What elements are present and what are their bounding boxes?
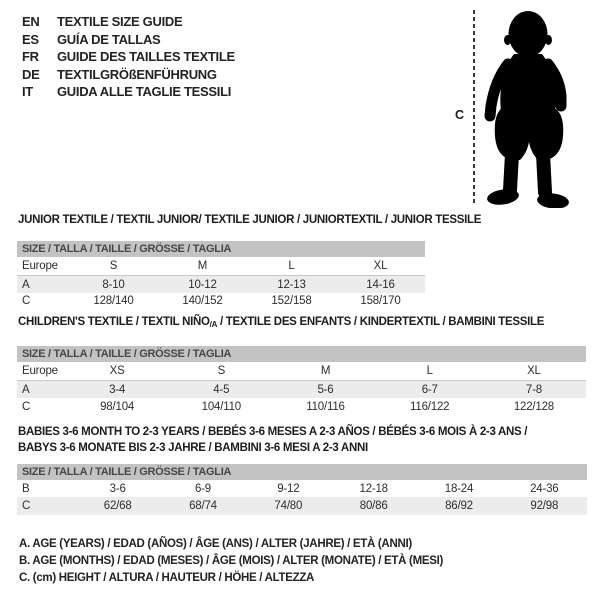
table-row: C 62/68 68/74 74/80 80/86 86/92 92/98	[17, 497, 587, 515]
table-cell: 80/86	[359, 500, 388, 512]
language-row-fr: FR GUIDE DES TAILLES TEXTILE	[22, 48, 235, 66]
row-label: C	[22, 401, 31, 413]
measurement-legend: A. AGE (YEARS) / EDAD (AÑOS) / ÂGE (ANS)…	[19, 536, 443, 587]
table-cell: 12-18	[359, 482, 388, 495]
table-cell: 3-4	[109, 383, 126, 396]
table-cell: 158/170	[360, 295, 401, 307]
table-row: A 3-4 4-5 5-6 6-7 7-8	[17, 381, 586, 398]
table-row: B 3-6 6-9 9-12 12-18 18-24 24-36	[17, 480, 587, 497]
language-code: DE	[22, 66, 40, 82]
table-cell: 12-13	[277, 278, 306, 291]
column-header: Europe	[22, 365, 58, 377]
size-header-bar: SIZE / TALLA / TAILLE / GRÖSSE / TAGLIA	[17, 464, 587, 480]
baby-silhouette-icon	[484, 11, 569, 208]
row-label: A	[22, 383, 30, 396]
table-cell: 7-8	[525, 383, 542, 396]
size-header-bar: SIZE / TALLA / TAILLE / GRÖSSE / TAGLIA	[17, 241, 425, 257]
height-dotted-line	[473, 10, 475, 204]
table-cell: 18-24	[444, 482, 474, 495]
legend-line-a: A. AGE (YEARS) / EDAD (AÑOS) / ÂGE (ANS)…	[19, 538, 412, 550]
row-label: B	[22, 482, 30, 495]
table-cell: 92/98	[530, 500, 559, 512]
table-cell: 6-9	[194, 482, 211, 495]
column-header-row: Europe S M L XL	[17, 257, 425, 276]
table-cell: 9-12	[277, 482, 300, 495]
language-row-it: IT GUIDA ALLE TAGLIE TESSILI	[22, 83, 235, 101]
column-header-row: Europe XS S M L XL	[17, 362, 586, 381]
language-list: EN TEXTILE SIZE GUIDE ES GUÍA DE TALLAS …	[22, 13, 235, 101]
babies-size-table: SIZE / TALLA / TAILLE / GRÖSSE / TAGLIA …	[17, 464, 587, 515]
column-header: S	[109, 260, 118, 272]
table-cell: 8-10	[102, 278, 125, 291]
language-title: GUIDA ALLE TAGLIE TESSILI	[57, 84, 232, 100]
table-cell: 110/116	[306, 401, 345, 413]
language-row-de: DE TEXTILGRÖßENFÜHRUNG	[22, 66, 235, 84]
children-title-suffix: / TEXTILE DES ENFANTS / KINDERTEXTIL / B…	[217, 316, 545, 328]
language-row-es: ES GUÍA DE TALLAS	[22, 31, 235, 49]
table-cell: 74/80	[274, 500, 303, 512]
table-cell: 14-16	[366, 278, 395, 291]
language-code: EN	[22, 14, 40, 29]
legend-line-c: C. (cm) HEIGHT / ALTURA / HAUTEUR / HÖHE…	[19, 572, 315, 584]
junior-size-table: SIZE / TALLA / TAILLE / GRÖSSE / TAGLIA …	[17, 241, 425, 309]
height-measure-label: C	[455, 108, 465, 122]
language-title: TEXTILGRÖßENFÜHRUNG	[57, 66, 217, 82]
table-cell: 62/68	[103, 500, 132, 512]
children-table-title: CHILDREN'S TEXTILE / TEXTIL NIÑO/A / TEX…	[18, 316, 544, 329]
children-size-table: SIZE / TALLA / TAILLE / GRÖSSE / TAGLIA …	[17, 346, 586, 416]
table-cell: 5-6	[317, 383, 334, 396]
table-cell: 68/74	[189, 500, 217, 512]
column-header: L	[288, 260, 295, 272]
column-header: Europe	[22, 260, 58, 272]
column-header: M	[197, 260, 208, 272]
table-cell: 4-5	[213, 383, 230, 396]
language-title: GUIDE DES TAILLES TEXTILE	[57, 49, 235, 65]
table-cell: 86/92	[445, 500, 473, 512]
table-cell: 128/140	[93, 295, 134, 307]
children-title-sub: /A	[209, 320, 218, 329]
table-cell: 3-6	[109, 482, 126, 495]
language-row-en: EN TEXTILE SIZE GUIDE	[22, 13, 235, 31]
column-header: M	[320, 365, 331, 377]
legend-line-b: B. AGE (MONTHS) / EDAD (MESES) / ÂGE (MO…	[19, 555, 444, 567]
row-label: A	[22, 278, 30, 291]
table-cell: 116/122	[410, 401, 450, 413]
table-row: C 128/140 140/152 152/158 158/170	[17, 293, 425, 309]
babies-title-line2: BABYS 3-6 MONATE BIS 2-3 JAHRE / BAMBINI…	[18, 442, 368, 454]
language-code: ES	[22, 31, 39, 47]
row-label: C	[22, 500, 31, 512]
table-cell: 122/128	[513, 401, 554, 413]
table-cell: 152/158	[271, 295, 312, 307]
children-title-prefix: CHILDREN'S TEXTILE / TEXTIL NIÑO	[18, 316, 210, 328]
table-cell: 104/110	[201, 401, 242, 413]
column-header: XS	[109, 365, 125, 377]
table-row: A 8-10 10-12 12-13 14-16	[17, 276, 425, 293]
column-header: L	[426, 365, 433, 377]
column-header: XL	[373, 260, 388, 272]
babies-title-line1: BABIES 3-6 MONTH TO 2-3 YEARS / BEBÉS 3-…	[18, 426, 528, 438]
table-cell: 98/104	[100, 401, 135, 413]
language-title: TEXTILE SIZE GUIDE	[57, 14, 183, 29]
table-cell: 10-12	[188, 278, 217, 291]
language-code: FR	[22, 49, 39, 65]
language-code: IT	[22, 84, 33, 100]
table-cell: 6-7	[421, 383, 438, 396]
language-title: GUÍA DE TALLAS	[57, 31, 161, 47]
table-cell: 140/152	[182, 295, 223, 307]
junior-table-title: JUNIOR TEXTILE / TEXTIL JUNIOR/ TEXTILE …	[18, 214, 482, 226]
babies-table-title: BABIES 3-6 MONTH TO 2-3 YEARS / BEBÉS 3-…	[18, 424, 528, 456]
table-row: C 98/104 104/110 110/116 116/122 122/128	[17, 398, 586, 416]
size-header-bar: SIZE / TALLA / TAILLE / GRÖSSE / TAGLIA	[17, 346, 586, 362]
column-header: S	[217, 365, 226, 377]
table-cell: 24-36	[530, 482, 559, 495]
column-header: XL	[527, 365, 541, 377]
row-label: C	[22, 295, 31, 307]
